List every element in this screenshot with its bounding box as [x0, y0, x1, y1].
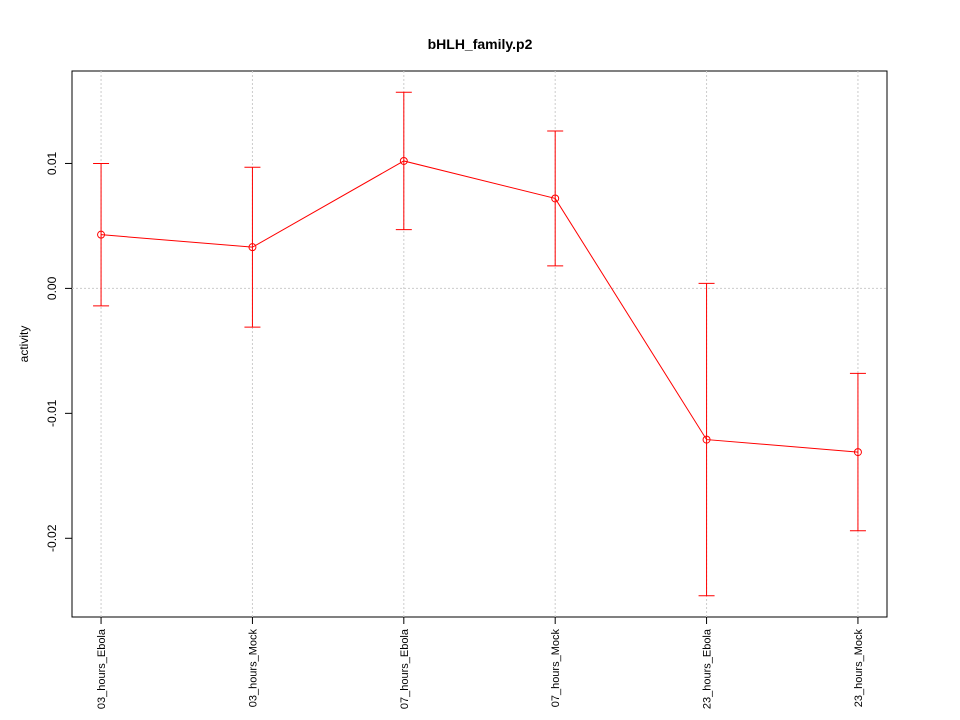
point [399, 156, 408, 165]
x-tick-label: 03_hours_Ebola [96, 628, 108, 709]
x-tick-label: 03_hours_Mock [247, 629, 259, 708]
point [853, 448, 862, 457]
plot-frame [71, 70, 888, 618]
series-line [101, 160, 858, 453]
x-tick-label: 07_hours_Ebola [399, 628, 411, 709]
y-axis-label: activity [17, 326, 31, 363]
x-tick-label: 07_hours_Mock [550, 629, 562, 708]
point [702, 435, 711, 444]
y-tick-label: 0.00 [45, 276, 59, 300]
chart-title: bHLH_family.p2 [428, 36, 533, 52]
y-tick-label: -0.01 [45, 399, 59, 427]
y-tick-label: 0.01 [45, 151, 59, 175]
x-tick-label: 23_hours_Ebola [702, 628, 714, 709]
y-tick-label: -0.02 [45, 524, 59, 552]
point [97, 230, 106, 239]
x-tick-label: 23_hours_Mock [853, 629, 865, 708]
point [551, 194, 560, 203]
point [248, 243, 257, 252]
